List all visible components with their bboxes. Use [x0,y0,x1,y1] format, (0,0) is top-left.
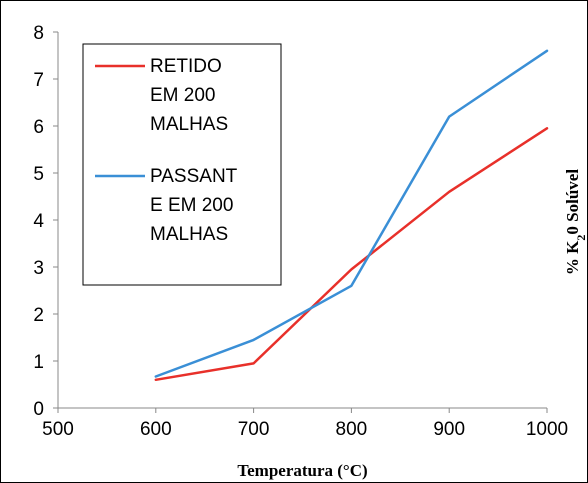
legend-label-line: MALHAS [150,114,228,135]
x-tick-label: 800 [336,419,368,440]
y-axis-label: % K20 Solúvel [563,169,588,275]
legend-label-line: PASSANT [150,166,238,187]
y-tick-label: 5 [33,164,44,185]
legend-label-line: MALHAS [150,224,228,245]
x-tick-label: 600 [140,419,172,440]
x-tick-label: 1000 [526,419,568,440]
legend-box [82,43,282,286]
y-tick-label: 0 [33,399,44,420]
y-tick-label: 4 [33,211,44,232]
x-axis-label: Temperatura (°C) [237,461,367,480]
legend-label-line: RETIDO [150,56,222,77]
series-line-1 [154,127,549,382]
y-tick-label: 8 [33,23,44,44]
y-tick-label: 7 [33,70,44,91]
tick-labels: 0 1 2 3 4 5 6 7 8 500 600 700 800 900 1000 [33,23,568,440]
y-axis-label-part-1: % K [563,240,582,275]
y-tick-label: 3 [33,258,44,279]
x-tick-label: 900 [433,419,465,440]
y-axis-label-subscript: 2 [574,235,588,241]
y-tick-label: 6 [33,117,44,138]
legend-label-line: E EM 200 [150,195,233,216]
y-tick-label: 1 [33,352,44,373]
series-lines [154,49,549,382]
x-tick-label: 700 [238,419,270,440]
legend-label-line: EM 200 [150,85,215,106]
legend: RETIDO EM 200 MALHAS PASSANT E EM 200 MALHAS [82,43,282,286]
y-axis-label-part-2: 0 Solúvel [563,169,582,235]
x-tick-label: 500 [42,419,74,440]
y-tick-label: 2 [33,305,44,326]
